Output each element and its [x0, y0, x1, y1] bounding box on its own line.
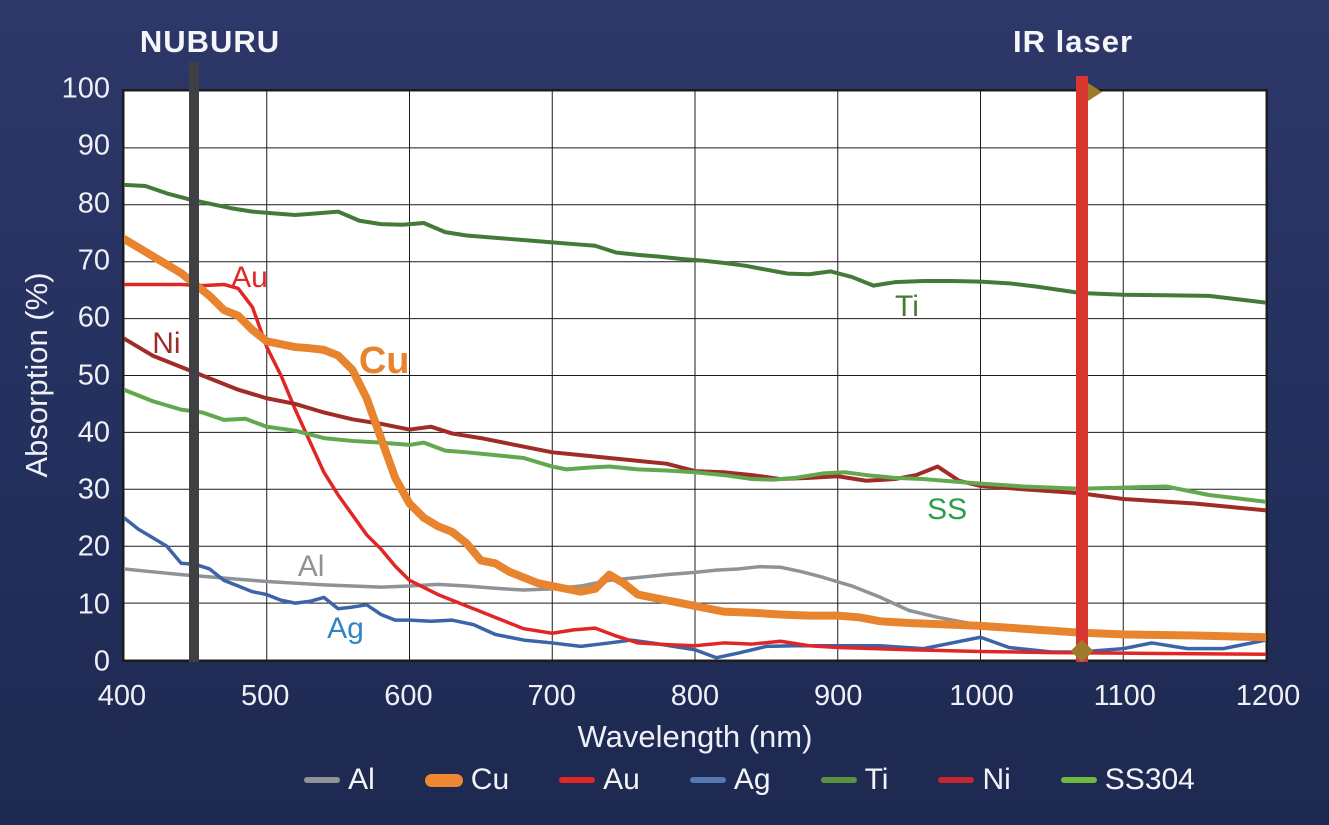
legend-item-Au: Au — [559, 763, 640, 797]
curve-label-SS: SS — [927, 493, 968, 527]
x-axis-title: Wavelength (nm) — [577, 719, 813, 754]
y-tick-label: 80 — [77, 187, 110, 220]
series-line-Al — [124, 567, 1109, 634]
y-tick-label: 50 — [77, 359, 110, 391]
series-line-Ti — [124, 185, 1266, 303]
curve-label-Cu: Cu — [358, 340, 410, 383]
x-tick-label: 1200 — [1235, 680, 1301, 712]
y-tick-label: 40 — [77, 416, 110, 449]
legend-label: Au — [603, 763, 640, 796]
y-tick-label: 70 — [77, 244, 110, 277]
legend-swatch-Ti — [820, 777, 857, 783]
series-line-Cu — [124, 239, 1266, 637]
curve-label-Ni: Ni — [152, 326, 181, 360]
legend-label: SS304 — [1104, 763, 1195, 796]
legend-swatch-Au — [559, 777, 596, 783]
legend-label: Ni — [982, 763, 1011, 796]
x-tick-label: 400 — [97, 680, 147, 712]
ir-laser-title: IR laser — [1012, 24, 1134, 59]
curve-label-Au: Au — [231, 261, 268, 295]
legend-item-Al: Al — [304, 763, 375, 797]
y-tick-label: 90 — [77, 129, 110, 162]
ir-laser-line-arrow-icon — [1087, 83, 1102, 101]
x-tick-label: 900 — [814, 680, 863, 712]
legend-item-Cu: Cu — [424, 763, 510, 797]
x-tick-label: 1000 — [949, 680, 1014, 712]
legend-label: Ag — [733, 763, 771, 796]
x-tick-label: 700 — [527, 680, 576, 712]
y-tick-label: 10 — [77, 588, 110, 621]
x-axis-ticks: 400 500 600 700 800 900 1000 1100 1200 — [98, 680, 1300, 720]
legend-item-Ag: Ag — [689, 763, 771, 797]
legend-label: Al — [348, 763, 375, 796]
curve-label-Al: Al — [297, 550, 325, 584]
y-tick-label: 100 — [61, 72, 110, 105]
nuburu-laser-title: NUBURU — [139, 24, 281, 59]
y-tick-label: 30 — [77, 473, 110, 506]
legend-swatch-Cu — [424, 773, 463, 787]
y-axis-ticks: 0 10 20 30 40 50 60 70 80 90 100 — [0, 73, 110, 678]
x-tick-label: 500 — [241, 680, 290, 712]
y-axis-title: Absorption (%) — [19, 272, 54, 478]
legend-swatch-Ag — [689, 777, 726, 783]
x-tick-label: 1100 — [1093, 680, 1156, 712]
nuburu-laser-line — [188, 62, 199, 662]
legend-item-Ni: Ni — [938, 763, 1011, 797]
x-tick-label: 600 — [384, 680, 433, 712]
legend-item-Ti: Ti — [820, 763, 889, 797]
legend-swatch-Al — [304, 777, 341, 783]
legend-item-SS304: SS304 — [1060, 763, 1195, 797]
legend: Al Cu Au Ag Ti Ni SS304 — [0, 763, 1329, 797]
y-tick-label: 20 — [77, 530, 110, 563]
series-line-Ag — [124, 518, 1266, 658]
plot-area — [122, 89, 1268, 662]
legend-label: Ti — [864, 763, 889, 796]
curve-label-Ag: Ag — [327, 611, 364, 645]
ir-laser-line — [1075, 76, 1088, 662]
series-line-SS304 — [124, 390, 1266, 502]
y-tick-label: 0 — [93, 645, 110, 678]
curve-label-Ti: Ti — [895, 289, 919, 323]
chart-canvas — [124, 91, 1266, 660]
y-tick-label: 60 — [77, 301, 110, 334]
x-tick-label: 800 — [670, 680, 720, 712]
legend-swatch-Ni — [938, 777, 975, 783]
legend-swatch-SS304 — [1060, 777, 1097, 783]
legend-label: Cu — [470, 763, 510, 796]
